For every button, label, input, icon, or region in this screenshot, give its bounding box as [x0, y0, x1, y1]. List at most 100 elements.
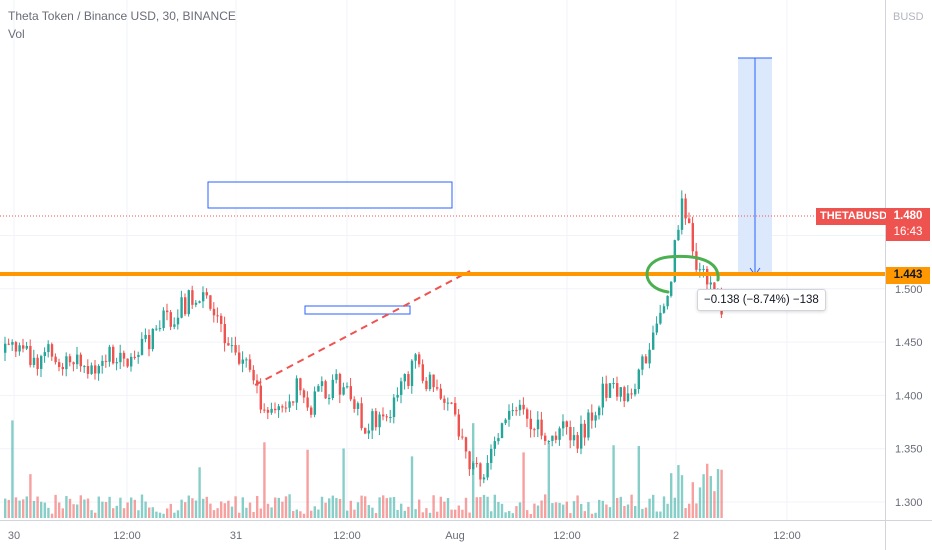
candle-body: [140, 338, 144, 355]
price-tick-label: 1.350: [895, 444, 923, 456]
candle-body: [166, 310, 169, 313]
candle-body: [25, 345, 28, 349]
candle-body: [144, 334, 147, 339]
candle-body: [338, 373, 342, 395]
candle-body: [302, 390, 306, 398]
time-tick-label: 12:00: [113, 530, 141, 542]
candle-body: [439, 388, 442, 399]
volume-bar: [32, 500, 36, 518]
candle-body: [688, 218, 691, 224]
volume-bar: [468, 512, 471, 518]
volume-bar: [432, 495, 435, 518]
candle-body: [410, 360, 414, 386]
candle-body: [619, 387, 622, 397]
volume-bar: [133, 499, 136, 518]
candle-body: [122, 352, 126, 359]
candle-body: [518, 404, 522, 411]
volume-bar: [713, 491, 716, 518]
candle-body: [191, 290, 194, 305]
volume-bar: [428, 512, 432, 518]
volume-bar: [50, 513, 54, 518]
volume-bar: [54, 494, 57, 518]
candle-body: [479, 463, 482, 480]
candle-body: [511, 410, 514, 412]
candle-body: [194, 302, 198, 305]
volume-bar: [378, 497, 381, 518]
candle-body: [184, 297, 187, 315]
volume-bar: [270, 507, 273, 518]
candle-body: [392, 397, 396, 418]
candle-body: [299, 378, 302, 391]
volume-bar: [277, 497, 280, 518]
candle-body: [414, 354, 417, 361]
volume-bar: [216, 508, 219, 518]
candle-body: [616, 383, 619, 397]
price-tick-label: 1.500: [895, 284, 923, 296]
volume-bar: [400, 503, 403, 518]
candle-body: [292, 401, 295, 403]
candle-body: [32, 357, 36, 366]
candle-body: [544, 435, 547, 442]
volume-bar: [119, 497, 122, 518]
candle-body: [173, 324, 176, 327]
candle-body: [403, 374, 406, 382]
volume-bar: [263, 442, 266, 518]
candle-body: [112, 346, 115, 364]
volume-bar: [220, 501, 223, 518]
volume-bar: [299, 511, 302, 518]
volume-bar: [461, 509, 464, 518]
highlight-ellipse: [645, 254, 720, 294]
volume-bar: [151, 507, 154, 518]
time-tick-label: 12:00: [333, 530, 361, 542]
volume-bar: [4, 498, 7, 518]
candle-body: [259, 385, 262, 410]
volume-bar: [486, 496, 489, 518]
volume-bar: [266, 503, 270, 518]
volume-bar: [173, 512, 176, 518]
candle-body: [4, 343, 7, 353]
candle-body: [234, 345, 237, 353]
volume-bar: [695, 503, 698, 518]
volume-bar: [652, 494, 655, 518]
volume-bar: [25, 496, 28, 518]
volume-bar: [482, 494, 486, 518]
candle-body: [450, 402, 453, 404]
candle-body: [241, 359, 244, 364]
volume-bar: [493, 494, 496, 518]
volume-bar: [162, 513, 165, 518]
candle-body: [590, 412, 594, 421]
volume-bar: [238, 512, 241, 518]
volume-bar: [569, 513, 572, 518]
candle-body: [356, 403, 360, 409]
candle-body: [421, 364, 424, 381]
candle-body: [569, 427, 572, 441]
candle-body: [58, 362, 61, 367]
candle-body: [281, 406, 284, 408]
candle-body: [227, 343, 230, 346]
volume-bar: [421, 512, 424, 518]
candle-body: [400, 381, 403, 395]
candle-body: [216, 315, 219, 317]
support-price-tag: 1.443: [886, 267, 930, 284]
volume-bar: [346, 510, 349, 518]
candle-body: [263, 409, 266, 411]
volume-bar: [338, 498, 342, 518]
time-tick-label: 12:00: [553, 530, 581, 542]
volume-bar: [691, 482, 694, 518]
candle-body: [677, 229, 680, 241]
volume-bar: [248, 502, 252, 518]
candle-body: [288, 401, 291, 408]
candle-body: [637, 369, 640, 390]
candle-body: [562, 421, 565, 429]
candle-body: [76, 354, 79, 365]
volume-bar: [688, 503, 691, 518]
price-tick-label: 1.400: [895, 390, 923, 402]
candle-body: [101, 360, 104, 366]
volume-bar: [234, 496, 237, 518]
volume-bar: [529, 513, 532, 518]
volume-bar: [331, 495, 334, 518]
candle-body: [475, 463, 478, 465]
candle-body: [108, 346, 111, 362]
